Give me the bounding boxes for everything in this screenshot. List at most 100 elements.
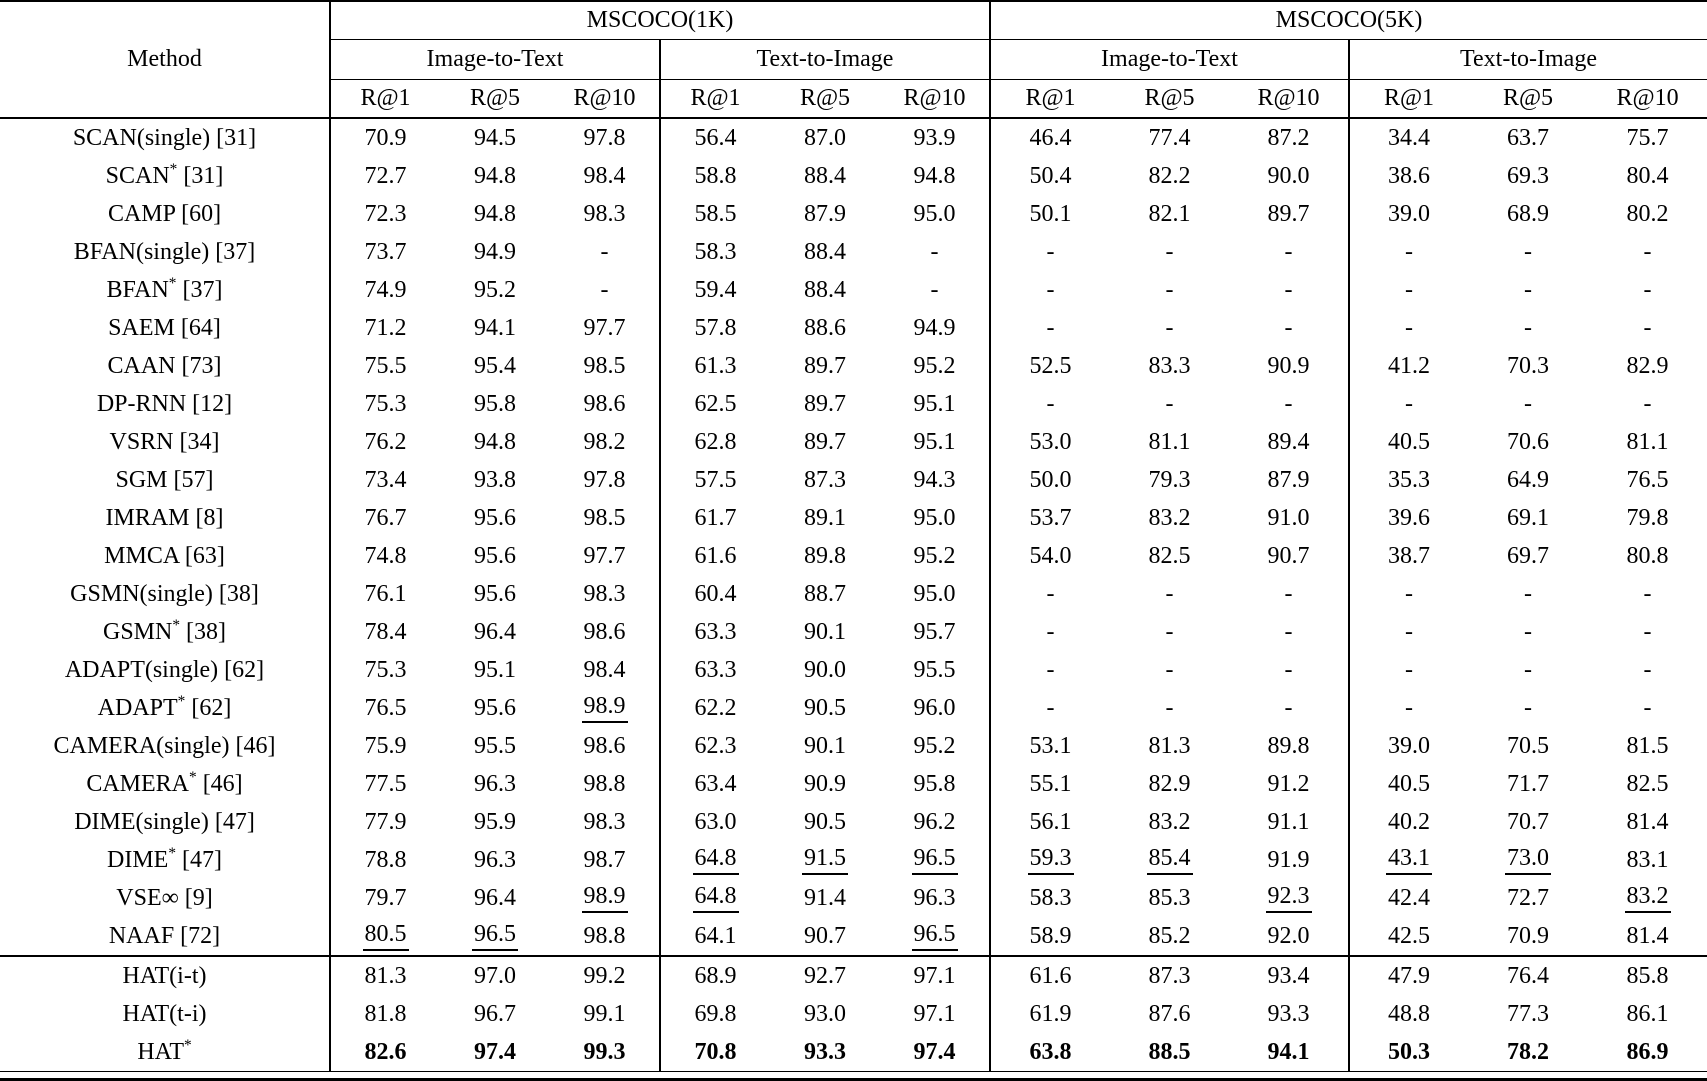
metric-value: 53.0 <box>989 423 1110 461</box>
metric-value: - <box>1524 694 1532 721</box>
table-body: SCAN(single) [31] 70.9 94.5 97.8 56.4 87.0 93.… <box>0 118 1707 1072</box>
metric-value: 86.9 <box>1588 1033 1707 1072</box>
metric-value: 64.1 <box>659 917 770 956</box>
metric-value: - <box>1165 390 1174 417</box>
table-row: CAMERA* [46] 77.5 96.3 98.8 63.4 90.9 95.8 55.1… <box>0 765 1707 803</box>
metric-value: 95.2 <box>474 276 516 303</box>
metric-value: 82.9 <box>1626 352 1669 379</box>
metric-header-r5: R@5 <box>1468 79 1588 119</box>
metric-value: 97.1 <box>880 955 990 995</box>
metric-value: 81.1 <box>1148 428 1191 455</box>
metric-value: 98.8 <box>583 922 626 949</box>
metric-value: - <box>989 271 1110 309</box>
metric-value: 80.5 <box>330 917 440 956</box>
metric-value: 75.5 <box>364 352 407 379</box>
method-name: SCAN* [31] <box>0 157 331 195</box>
metric-value: 41.2 <box>1348 347 1468 385</box>
metric-value: - <box>1284 580 1293 607</box>
metric-value: 48.8 <box>1348 995 1468 1033</box>
metric-value: 59.4 <box>659 271 770 309</box>
metric-value: 89.4 <box>1267 428 1310 455</box>
metric-header-r1: R@1 <box>330 79 440 119</box>
table-row: CAAN [73] 75.5 95.4 98.5 61.3 89.7 95.2 52.5 83.… <box>0 347 1707 385</box>
metric-value: - <box>989 575 1110 613</box>
metric-value: 56.1 <box>989 803 1110 841</box>
method-name: HAT(t-i) <box>0 995 331 1033</box>
metric-value: 98.4 <box>583 162 626 189</box>
metric-value: 95.2 <box>913 542 956 569</box>
metric-value: 96.4 <box>474 884 516 911</box>
metric-value: 50.0 <box>989 461 1110 499</box>
metric-value: 73.7 <box>364 238 407 265</box>
metric-value: 90.9 <box>1267 352 1310 379</box>
method-name: HAT(i-t) <box>0 955 331 995</box>
method-name: ADAPT* [62] <box>0 689 331 727</box>
metric-value: 98.6 <box>583 618 626 645</box>
metric-value: 74.9 <box>364 276 407 303</box>
metric-value: - <box>1165 238 1174 265</box>
metric-value: 86.1 <box>1626 1000 1669 1027</box>
metric-value: 74.8 <box>364 542 407 569</box>
metric-value: 98.3 <box>583 200 626 227</box>
metric-value: 35.3 <box>1348 461 1468 499</box>
metric-value: - <box>1284 390 1293 417</box>
metric-value: 94.9 <box>913 314 956 341</box>
metric-value: 87.2 <box>1267 124 1310 151</box>
metric-value: 88.4 <box>804 276 846 303</box>
metric-value: 96.3 <box>913 884 956 911</box>
method-name: DIME(single) [47] <box>0 803 331 841</box>
metric-header-r5: R@5 <box>440 79 550 119</box>
metric-value: - <box>600 276 609 303</box>
metric-value: - <box>1348 613 1468 651</box>
metric-value: - <box>1284 276 1293 303</box>
metric-value: 63.8 <box>989 1033 1110 1072</box>
metric-value: 87.3 <box>1110 955 1229 995</box>
metric-value: 34.4 <box>1348 118 1468 157</box>
method-name: NAAF [72] <box>0 917 331 956</box>
metric-value: 95.0 <box>913 580 956 607</box>
metric-value: 63.3 <box>659 613 770 651</box>
metric-value: - <box>1165 580 1174 607</box>
metric-value: 96.0 <box>913 694 956 721</box>
metric-value: 82.6 <box>330 1033 440 1072</box>
table-row: BFAN(single) [37] 73.7 94.9 - 58.3 88.4 - - - - - -… <box>0 233 1707 271</box>
table-row: GSMN* [38] 78.4 96.4 98.6 63.3 90.1 95.7 - - - - - - <box>0 613 1707 651</box>
metric-value: 98.5 <box>583 352 626 379</box>
method-name: IMRAM [8] <box>0 499 331 537</box>
metric-value: 80.2 <box>1626 200 1669 227</box>
ensemble-asterisk: * <box>169 160 178 178</box>
group-header-mscoco-5k: MSCOCO(5K) <box>988 1 1707 40</box>
metric-value: - <box>1524 314 1532 341</box>
ensemble-asterisk: * <box>172 616 181 634</box>
table-row: BFAN* [37] 74.9 95.2 - 59.4 88.4 - - - - - - - <box>0 271 1707 309</box>
table-row: CAMERA(single) [46] 75.9 95.5 98.6 62.3 90.1 9… <box>0 727 1707 765</box>
metric-value: 94.1 <box>474 314 516 341</box>
metric-value: - <box>1524 390 1532 417</box>
metric-value: 89.7 <box>804 352 846 379</box>
metric-value: 90.5 <box>804 808 846 835</box>
method-name: CAMP [60] <box>0 195 331 233</box>
metric-value: 81.4 <box>1626 922 1669 949</box>
metric-value: 94.3 <box>913 466 956 493</box>
metric-value: 96.2 <box>913 808 956 835</box>
metric-value: - <box>1643 694 1652 721</box>
metric-value: 78.8 <box>364 846 407 873</box>
metric-value: - <box>989 233 1110 271</box>
metric-value: - <box>930 276 939 303</box>
metric-header-r5: R@5 <box>770 79 880 119</box>
metric-value: 93.4 <box>1229 955 1349 995</box>
method-column-header: Method <box>0 1 331 119</box>
metric-value: 42.5 <box>1348 917 1468 956</box>
metric-value: 90.0 <box>804 656 846 683</box>
metric-value: - <box>989 385 1110 423</box>
metric-header-r10: R@10 <box>880 79 990 119</box>
metric-value: 95.9 <box>474 808 516 835</box>
metric-value: 90.1 <box>804 618 846 645</box>
metric-value: 58.9 <box>989 917 1110 956</box>
ensemble-asterisk: * <box>183 1036 192 1054</box>
metric-value: 88.6 <box>804 314 846 341</box>
metric-value: 95.4 <box>474 352 516 379</box>
metric-value: - <box>1643 238 1652 265</box>
table-row: ADAPT(single) [62] 75.3 95.1 98.4 63.3 90.0 95… <box>0 651 1707 689</box>
